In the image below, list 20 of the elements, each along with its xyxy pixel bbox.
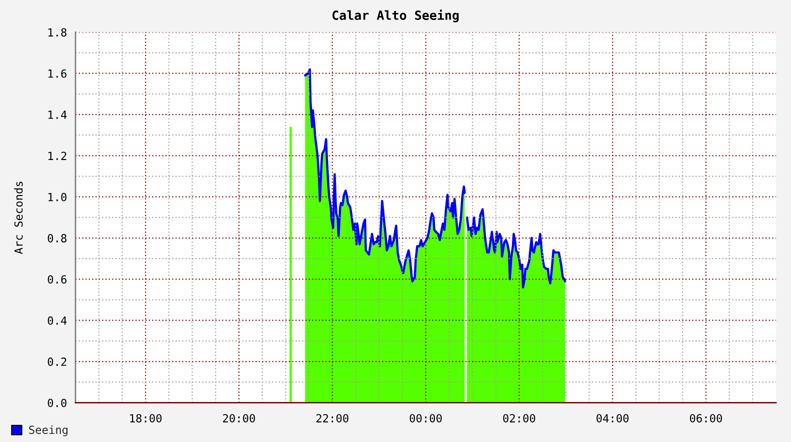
x-tick-label: 02:00 [503,414,536,422]
y-tick-label: 1.2 [48,152,66,160]
x-tick-label: 00:00 [410,414,442,422]
legend-label: Seeing [29,425,68,436]
y-tick-label: 1.0 [48,192,66,202]
chart-title: Calar Alto Seeing [332,10,459,22]
y-tick-label: 0.4 [48,316,67,325]
y-tick-label: 0.8 [48,234,66,242]
y-tick-label: 1.4 [48,110,67,119]
y-tick-label: 0.0 [48,398,66,408]
x-tick-label: 22:00 [316,414,348,422]
x-tick-label: 20:00 [223,414,255,422]
y-tick-label: 0.2 [48,358,66,366]
x-tick-label: 04:00 [596,414,629,422]
x-tick-label: 18:00 [130,414,162,422]
y-tick-label: 1.6 [48,69,66,78]
x-tick-label: 06:00 [690,414,722,422]
y-axis-title: Arc Seconds [14,182,23,254]
y-tick-label: 0.6 [48,275,66,284]
y-tick-label: 1.8 [48,28,66,37]
